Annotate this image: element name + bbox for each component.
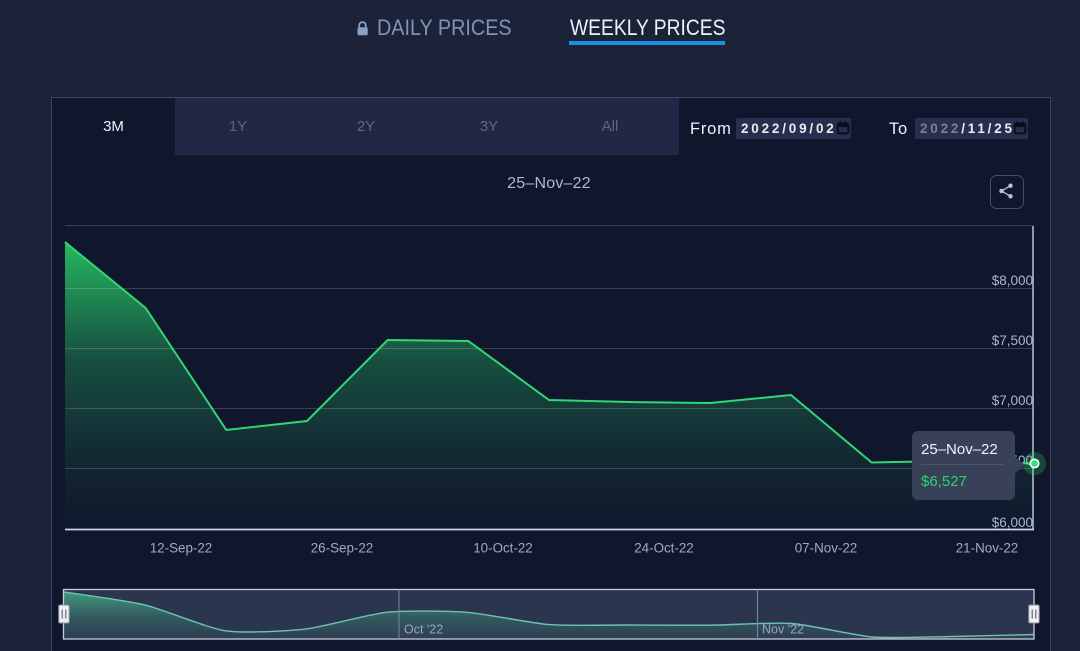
- svg-text:$6,000: $6,000: [992, 515, 1033, 530]
- svg-text:12-Sep-22: 12-Sep-22: [150, 541, 213, 556]
- svg-text:24-Oct-22: 24-Oct-22: [634, 541, 694, 556]
- svg-text:21-Nov-22: 21-Nov-22: [956, 541, 1019, 556]
- svg-text:$7,500: $7,500: [992, 333, 1033, 348]
- svg-text:Nov '22: Nov '22: [762, 623, 804, 637]
- svg-text:10-Oct-22: 10-Oct-22: [473, 541, 533, 556]
- svg-text:Oct '22: Oct '22: [404, 623, 443, 637]
- svg-text:07-Nov-22: 07-Nov-22: [795, 541, 858, 556]
- svg-text:26-Sep-22: 26-Sep-22: [311, 541, 374, 556]
- svg-text:$7,000: $7,000: [992, 393, 1033, 408]
- svg-text:$8,000: $8,000: [992, 273, 1033, 288]
